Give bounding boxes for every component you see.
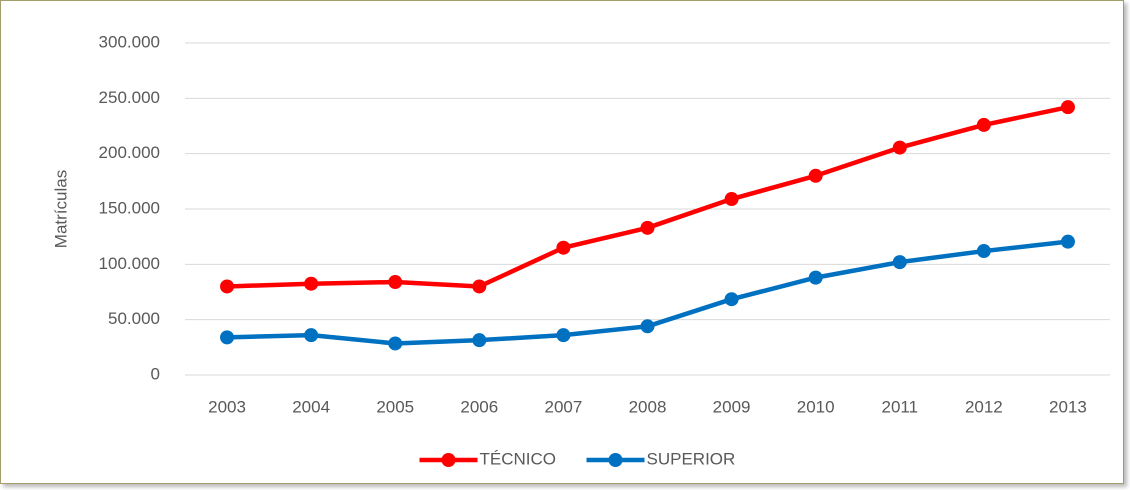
marker: [304, 328, 319, 343]
x-tick-label: 2005: [376, 397, 414, 416]
series-line: [226, 104, 1069, 289]
marker: [556, 240, 571, 255]
y-tick-label: 100.000: [99, 254, 160, 273]
x-tick-label: 2011: [881, 397, 918, 416]
marker: [220, 279, 235, 294]
legend-marker: [608, 453, 623, 467]
marker: [1060, 234, 1075, 249]
marker: [304, 276, 319, 291]
y-tick-label: 300.000: [99, 32, 160, 51]
marker: [472, 279, 487, 294]
x-tick-label: 2006: [460, 397, 498, 416]
marker: [388, 275, 403, 290]
marker: [892, 140, 907, 155]
legend-label: SUPERIOR: [647, 449, 736, 468]
marker: [724, 192, 739, 207]
x-tick-label: 2004: [292, 397, 330, 416]
y-axis-title: Matrículas: [51, 170, 70, 248]
y-tick-label: 0: [151, 364, 160, 383]
y-tick-label: 50.000: [108, 309, 160, 328]
y-tick-label: 200.000: [99, 143, 160, 162]
x-tick-label: 2003: [208, 397, 246, 416]
x-tick-label: 2010: [797, 397, 835, 416]
legend-label: TÉCNICO: [480, 449, 557, 468]
marker: [388, 336, 403, 351]
marker: [808, 270, 823, 285]
marker: [724, 292, 739, 307]
y-tick-label: 150.000: [99, 198, 160, 217]
marker: [808, 168, 823, 183]
marker: [892, 255, 907, 270]
marker: [976, 244, 991, 259]
marker: [640, 319, 655, 334]
x-tick-label: 2008: [629, 397, 667, 416]
marker: [220, 330, 235, 345]
legend-marker: [441, 453, 456, 467]
x-tick-label: 2009: [713, 397, 751, 416]
marker: [1060, 100, 1075, 115]
x-tick-label: 2007: [544, 397, 582, 416]
x-tick-label: 2012: [965, 397, 1003, 416]
y-tick-label: 250.000: [99, 88, 160, 107]
marker: [976, 117, 991, 132]
marker: [472, 333, 487, 348]
x-tick-label: 2013: [1049, 397, 1087, 416]
marker: [640, 220, 655, 235]
marker: [556, 328, 571, 343]
